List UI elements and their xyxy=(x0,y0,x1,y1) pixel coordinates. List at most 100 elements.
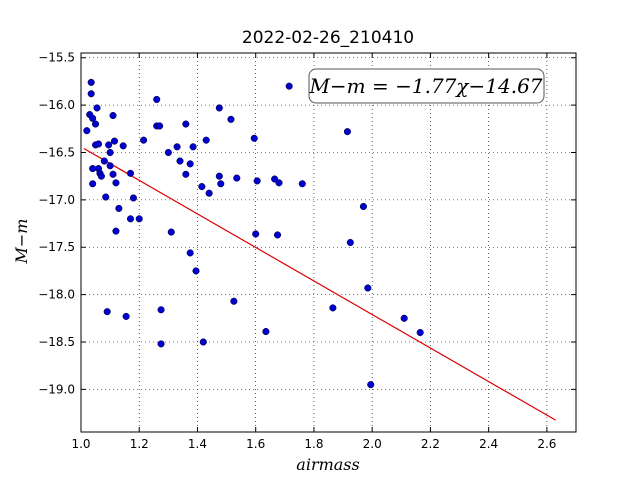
data-point xyxy=(215,172,223,180)
data-point xyxy=(298,180,306,188)
fit-line xyxy=(83,147,556,421)
annotation-box xyxy=(308,68,545,104)
data-point xyxy=(253,177,261,185)
data-point xyxy=(140,136,148,144)
y-axis-label: M−m xyxy=(12,219,31,265)
axis-ticks xyxy=(80,53,576,432)
data-points xyxy=(83,78,424,389)
fit-line-group xyxy=(83,147,556,421)
x-tick-label: 1.0 xyxy=(71,437,90,451)
data-point xyxy=(109,111,117,120)
x-tick-label: 2.0 xyxy=(363,437,382,451)
data-point xyxy=(198,183,206,191)
x-tick-label: 2.6 xyxy=(537,437,556,451)
data-point xyxy=(252,230,260,238)
data-point xyxy=(215,104,223,112)
data-point xyxy=(192,267,200,275)
annotation-text: M−m = −1.77χ−14.67 xyxy=(308,74,542,98)
y-tick-label: −17.0 xyxy=(38,193,75,207)
data-point xyxy=(109,170,117,178)
data-point xyxy=(343,128,351,136)
data-point xyxy=(153,95,161,103)
data-point xyxy=(227,115,235,123)
x-axis-label: airmass xyxy=(296,455,359,474)
data-point xyxy=(126,215,135,223)
data-point xyxy=(89,180,97,188)
data-point xyxy=(364,284,372,292)
data-point xyxy=(182,120,190,128)
data-point xyxy=(186,160,194,168)
data-point xyxy=(205,189,213,197)
data-point xyxy=(186,249,194,257)
y-tick-label: −18.5 xyxy=(38,335,75,349)
data-point xyxy=(105,141,113,149)
x-tick-label: 1.4 xyxy=(188,437,207,451)
data-point xyxy=(97,172,105,180)
data-point xyxy=(346,238,354,247)
data-point xyxy=(126,169,135,177)
data-point xyxy=(416,328,424,337)
data-point xyxy=(157,340,165,348)
y-tick-label: −17.5 xyxy=(38,240,75,254)
data-point xyxy=(250,134,258,142)
data-point xyxy=(202,136,210,144)
data-point xyxy=(106,162,114,170)
data-point xyxy=(83,127,91,135)
data-point xyxy=(173,143,181,151)
y-tick-labels: −15.5 −16.0 −16.5 −17.0 −17.5 −18.0 −18.5 −19.0 xyxy=(38,51,75,397)
grid-lines xyxy=(81,53,576,432)
data-point xyxy=(157,306,165,314)
chart-title: 2022-02-26_210410 xyxy=(242,28,414,48)
y-tick-label: −18.0 xyxy=(38,288,75,302)
data-point xyxy=(167,228,175,236)
x-tick-label: 1.8 xyxy=(304,437,323,451)
data-point xyxy=(275,179,283,187)
data-point xyxy=(156,122,164,130)
data-point xyxy=(135,215,143,223)
data-point xyxy=(89,114,97,122)
x-tick-label: 2.2 xyxy=(421,437,440,451)
x-tick-label: 2.4 xyxy=(479,437,498,451)
data-point xyxy=(359,202,367,211)
data-point xyxy=(119,142,127,150)
y-tick-label: −15.5 xyxy=(38,51,75,65)
data-point xyxy=(100,157,108,165)
data-point xyxy=(262,328,270,336)
data-point xyxy=(110,137,119,145)
data-point xyxy=(102,193,110,201)
data-point xyxy=(273,231,282,239)
data-point xyxy=(176,157,184,165)
data-point xyxy=(112,179,120,187)
data-point xyxy=(112,227,120,235)
data-point xyxy=(93,104,101,112)
y-tick-label: −16.5 xyxy=(38,145,75,159)
x-tick-label: 1.2 xyxy=(130,437,149,451)
data-point xyxy=(92,120,100,128)
data-point xyxy=(189,143,197,151)
data-point xyxy=(400,314,408,322)
data-point xyxy=(285,82,293,90)
data-point xyxy=(329,304,337,312)
fit-equation-annotation: M−m = −1.77χ−14.67 xyxy=(308,68,545,104)
data-point xyxy=(233,174,241,182)
data-point xyxy=(87,78,95,86)
data-point xyxy=(103,308,111,316)
data-point xyxy=(230,297,238,305)
data-point xyxy=(129,194,137,202)
y-tick-label: −19.0 xyxy=(38,382,75,396)
data-point xyxy=(182,170,190,178)
data-point xyxy=(164,148,172,157)
data-point xyxy=(367,381,375,389)
data-point xyxy=(122,312,130,320)
data-point xyxy=(94,140,103,148)
data-point xyxy=(106,148,114,157)
plot-frame xyxy=(80,52,577,433)
x-tick-labels: 1.0 1.2 1.4 1.6 1.8 2.0 2.2 2.4 2.6 xyxy=(71,437,556,451)
data-point xyxy=(199,338,207,346)
data-point xyxy=(115,204,123,212)
x-tick-label: 1.6 xyxy=(246,437,265,451)
data-point xyxy=(87,90,95,98)
data-point xyxy=(217,180,225,188)
y-tick-label: −16.0 xyxy=(38,98,75,112)
